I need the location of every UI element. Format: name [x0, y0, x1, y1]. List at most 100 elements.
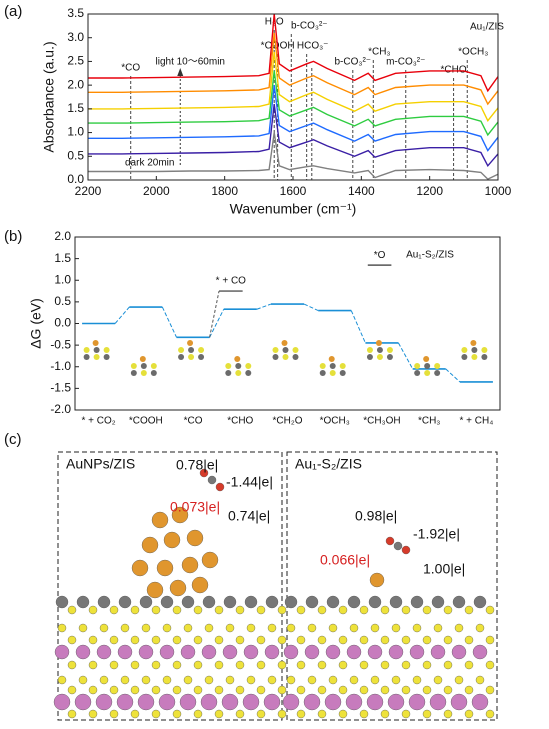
atom [130, 709, 140, 719]
atom [391, 623, 401, 633]
atom [346, 644, 362, 660]
charge-label: 1.00|e| [423, 561, 465, 577]
x-tick-label: *CO [184, 416, 203, 427]
slab-atom [150, 370, 157, 376]
atom [366, 693, 384, 711]
y-tick-label: 2.5 [67, 54, 84, 68]
atom [472, 644, 488, 660]
marker-label: *CO [121, 63, 140, 74]
slab-atom [461, 354, 468, 360]
atom [317, 605, 327, 615]
atom [172, 685, 182, 695]
chart-title: Au₁-S₂/ZIS [406, 250, 454, 261]
atom [389, 595, 403, 609]
slab-atom [198, 354, 205, 360]
spectrum [88, 104, 499, 168]
atom [385, 536, 395, 546]
au-atom [281, 340, 288, 346]
atom [401, 605, 411, 615]
structure-title: AuNPs/ZIS [66, 456, 135, 472]
y-tick-label: -0.5 [50, 337, 71, 351]
x-tick-label: *CHO [227, 416, 253, 427]
atom [454, 623, 464, 633]
atom [256, 709, 266, 719]
slab-atom [235, 363, 242, 369]
slab-atom [319, 363, 326, 369]
connector [209, 290, 220, 338]
atom [464, 709, 474, 719]
slab-atom [150, 363, 157, 369]
atom [214, 709, 224, 719]
atom [443, 605, 453, 615]
y-tick-label: 0.0 [54, 316, 71, 330]
slab-atom [235, 370, 242, 376]
atom [78, 623, 88, 633]
atom [471, 693, 489, 711]
charge-label: 0.78|e| [176, 457, 218, 473]
au-atom [187, 340, 194, 346]
slab-atom [424, 370, 431, 376]
x-tick-label: *COOH [129, 416, 163, 427]
connector [161, 306, 177, 338]
marker-label: *CH₃ [368, 47, 390, 58]
panel-label: (a) [4, 3, 22, 20]
x-tick-label: * + CH₄ [459, 416, 493, 427]
x-tick-label: 1600 [280, 184, 307, 198]
connector [445, 368, 461, 383]
atom [109, 685, 119, 695]
atom [422, 660, 432, 670]
atom [367, 644, 383, 660]
atom [307, 675, 317, 685]
x-tick-label: 2000 [143, 184, 170, 198]
connector [209, 309, 225, 338]
atom [243, 644, 259, 660]
plot-frame [74, 236, 501, 411]
slab-atom [481, 354, 488, 360]
atom [422, 685, 432, 695]
atom [67, 709, 77, 719]
slab-atom [93, 354, 100, 360]
slab-atom [386, 354, 393, 360]
atom [151, 709, 161, 719]
atom [160, 595, 174, 609]
slab-atom [245, 363, 252, 369]
atom [317, 660, 327, 670]
y-tick-label: 2.0 [67, 77, 84, 91]
atom [131, 559, 149, 577]
slab-atom [414, 370, 421, 376]
slab-atom [188, 354, 195, 360]
atom [326, 595, 340, 609]
slab-atom [93, 347, 100, 353]
atom [183, 623, 193, 633]
atom [401, 635, 411, 645]
atom [401, 545, 411, 555]
charge-label: 0.073|e| [170, 499, 220, 515]
atom [214, 605, 224, 615]
atom [246, 675, 256, 685]
atom [88, 635, 98, 645]
atom [199, 468, 209, 478]
atom [246, 623, 256, 633]
marker-label: *CHO [441, 65, 467, 76]
structure-box [57, 451, 283, 721]
connector [256, 303, 272, 310]
atom [277, 709, 287, 719]
atom [305, 595, 319, 609]
panel-label: (b) [4, 228, 22, 245]
atom [422, 635, 432, 645]
x-tick-label: *CH₂O [273, 416, 303, 427]
atom [267, 623, 277, 633]
atom [214, 685, 224, 695]
atom [324, 693, 342, 711]
atom [120, 623, 130, 633]
atom [191, 576, 209, 594]
atom [201, 644, 217, 660]
atom [431, 595, 445, 609]
y-tick-label: -1.5 [50, 381, 71, 395]
y-axis-title: ΔG (eV) [28, 298, 44, 349]
atom [349, 675, 359, 685]
spectrum [88, 85, 499, 152]
charge-label: 0.74|e| [228, 508, 270, 524]
marker-label: b-CO₃²⁻ [335, 57, 372, 68]
